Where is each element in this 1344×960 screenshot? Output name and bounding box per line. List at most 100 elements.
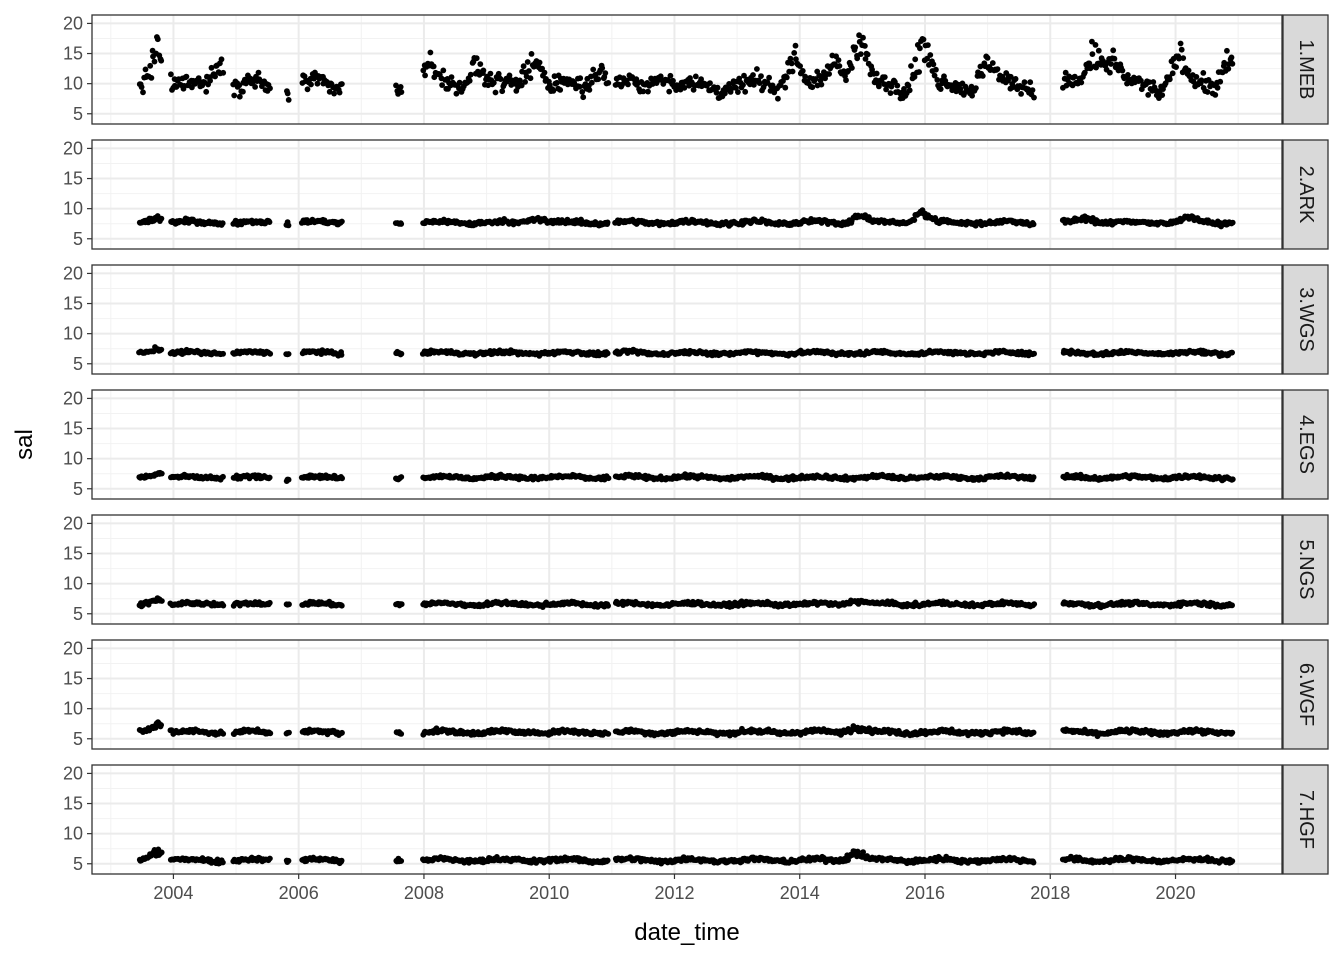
data-point (941, 73, 947, 80)
data-point (336, 89, 343, 96)
data-point (331, 90, 337, 97)
data-point (497, 76, 504, 82)
panel-background (92, 390, 1282, 499)
data-point (522, 79, 528, 85)
data-point (735, 89, 741, 95)
data-point (742, 88, 749, 95)
y-tick-label: 10 (63, 449, 83, 469)
data-point (766, 74, 772, 81)
y-tick-label: 15 (63, 169, 83, 189)
data-point (1150, 79, 1157, 85)
data-point (1229, 219, 1236, 226)
data-point (398, 731, 405, 737)
data-point (933, 66, 939, 73)
data-point (791, 50, 798, 56)
facet-strip (1282, 14, 1329, 125)
data-point (208, 64, 215, 71)
data-point (625, 81, 631, 88)
data-point (887, 90, 894, 96)
data-point (147, 62, 154, 69)
data-point (338, 352, 345, 358)
data-point (1146, 79, 1153, 85)
y-tick-label: 10 (63, 74, 83, 94)
data-point (602, 70, 609, 76)
data-point (398, 601, 405, 608)
data-point (308, 81, 314, 88)
data-point (1193, 74, 1200, 80)
data-point (557, 87, 564, 93)
data-point (604, 219, 611, 226)
data-point (577, 75, 584, 82)
data-point (456, 79, 463, 86)
data-point (698, 76, 704, 83)
data-point (1125, 72, 1131, 78)
data-point (148, 75, 155, 81)
data-point (930, 61, 937, 68)
y-tick-label: 10 (63, 574, 83, 594)
data-point (158, 57, 165, 64)
data-point (994, 66, 1001, 72)
facet-strip-label: 3.WGS (1295, 287, 1317, 351)
data-point (339, 81, 345, 87)
data-point (285, 351, 292, 357)
data-point (984, 55, 991, 61)
data-point (499, 88, 506, 95)
data-point (1221, 59, 1228, 66)
data-point (220, 602, 227, 609)
data-point (905, 82, 912, 89)
data-point (707, 80, 713, 86)
data-point (1062, 69, 1069, 76)
y-tick-label: 15 (63, 544, 83, 564)
data-point (835, 57, 842, 63)
panel-border (91, 139, 1283, 250)
data-point (605, 731, 612, 737)
data-point (1078, 79, 1085, 86)
data-point (158, 470, 165, 477)
data-point (911, 74, 918, 80)
data-point (818, 81, 825, 88)
data-point (925, 42, 931, 48)
data-point (326, 88, 333, 95)
data-point (792, 42, 799, 49)
data-point (667, 72, 674, 79)
data-point (809, 84, 816, 91)
data-point (212, 73, 219, 80)
data-point (240, 88, 246, 95)
y-tick-label: 10 (63, 199, 83, 219)
data-point (750, 72, 756, 78)
data-point (917, 45, 923, 52)
data-point (219, 220, 226, 227)
y-tick-label: 5 (73, 479, 83, 499)
data-point (605, 80, 612, 86)
data-point (645, 88, 651, 95)
data-point (1229, 476, 1236, 483)
data-point (304, 86, 311, 93)
data-point (140, 89, 146, 96)
data-point (286, 601, 292, 608)
data-point (862, 56, 869, 62)
data-point (448, 74, 455, 80)
data-point (681, 84, 688, 91)
data-point (894, 82, 901, 89)
data-point (758, 73, 764, 79)
data-point (586, 87, 593, 93)
data-point (439, 82, 445, 88)
data-point (640, 88, 647, 95)
panel-border (91, 14, 1283, 125)
data-point (550, 88, 557, 94)
data-point (203, 88, 210, 95)
data-point (207, 77, 214, 84)
data-point (480, 67, 487, 74)
data-point (1177, 40, 1184, 47)
data-point (218, 56, 225, 63)
panel-background (92, 15, 1282, 124)
data-point (1185, 67, 1192, 74)
y-tick-label: 20 (63, 513, 83, 533)
data-point (722, 90, 728, 97)
data-point (554, 79, 560, 86)
data-point (466, 77, 473, 84)
data-point (740, 82, 746, 88)
